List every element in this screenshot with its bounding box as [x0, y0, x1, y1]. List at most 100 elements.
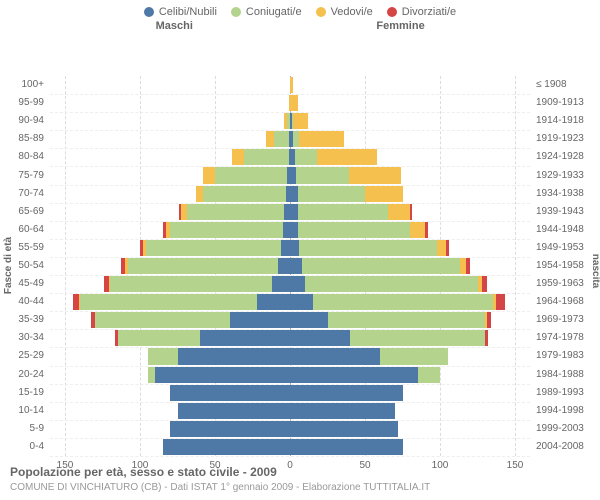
pyramid-row	[50, 149, 530, 165]
bar-segment	[148, 348, 178, 364]
age-label: 35-39	[18, 314, 44, 325]
legend-swatch	[231, 7, 241, 17]
bar-segment	[290, 330, 350, 346]
birth-year-label: 1954-1958	[536, 260, 584, 271]
bar-segment	[487, 312, 492, 328]
bar-segment	[178, 403, 291, 419]
male-header: Maschi	[156, 20, 193, 32]
legend-label: Divorziati/e	[402, 6, 456, 18]
bar-segment	[295, 149, 318, 165]
pyramid-row	[50, 294, 530, 310]
bar-segment	[496, 294, 505, 310]
bar-segment	[388, 204, 411, 220]
bar-segment	[290, 186, 298, 202]
bar-segment	[466, 258, 471, 274]
birth-year-label: 1969-1973	[536, 314, 584, 325]
age-label: 15-19	[18, 387, 44, 398]
legend-swatch	[316, 7, 326, 17]
bar-segment	[290, 439, 403, 455]
pyramid-row	[50, 421, 530, 437]
bar-segment	[266, 131, 274, 147]
bar-segment	[170, 421, 290, 437]
pyramid-row	[50, 113, 530, 129]
bar-segment	[290, 421, 398, 437]
x-tick-label: 100	[432, 460, 449, 471]
bar-segment	[482, 276, 487, 292]
bar-segment	[290, 385, 403, 401]
bar-segment	[290, 77, 293, 93]
age-label: 10-14	[18, 405, 44, 416]
bar-segment	[203, 167, 215, 183]
bar-segment	[155, 367, 290, 383]
bar-segment	[410, 222, 425, 238]
pyramid-row	[50, 439, 530, 455]
birth-year-label: 1994-1998	[536, 405, 584, 416]
bar-segment	[313, 294, 493, 310]
birth-year-label: 1964-1968	[536, 296, 584, 307]
pyramid-row	[50, 240, 530, 256]
bar-segment	[485, 330, 488, 346]
pyramid-row	[50, 330, 530, 346]
bar-segment	[230, 312, 290, 328]
bar-segment	[380, 348, 448, 364]
birth-year-label: 1924-1928	[536, 151, 584, 162]
pyramid-row	[50, 312, 530, 328]
bar-segment	[365, 186, 403, 202]
bar-segment	[290, 222, 298, 238]
bar-segment	[200, 330, 290, 346]
bar-segment	[317, 149, 377, 165]
bar-segment	[410, 204, 412, 220]
birth-year-label: 1949-1953	[536, 242, 584, 253]
bar-segment	[425, 222, 428, 238]
bar-segment	[349, 167, 402, 183]
bar-segment	[299, 131, 344, 147]
legend-item: Coniugati/e	[231, 6, 302, 18]
bar-segment	[418, 367, 441, 383]
bar-segment	[290, 403, 395, 419]
bar-segment	[293, 113, 308, 129]
birth-year-label: 1944-1948	[536, 224, 584, 235]
x-tick-label: 150	[507, 460, 524, 471]
legend-swatch	[387, 7, 397, 17]
birth-year-label: 1914-1918	[536, 115, 584, 126]
legend: Celibi/Nubili Coniugati/e Vedovi/e Divorzia…	[0, 0, 600, 20]
age-label: 25-29	[18, 350, 44, 361]
bar-segment	[110, 276, 272, 292]
birth-year-label: 1929-1933	[536, 170, 584, 181]
age-label: 45-49	[18, 278, 44, 289]
bar-segment	[298, 222, 411, 238]
legend-label: Celibi/Nubili	[159, 6, 217, 18]
bar-segment	[257, 294, 290, 310]
female-header: Femmine	[376, 20, 424, 32]
birth-year-axis-title: Anni di nascita	[590, 254, 600, 288]
pyramid-row	[50, 204, 530, 220]
age-label: 40-44	[18, 296, 44, 307]
bar-segment	[350, 330, 485, 346]
bar-segment	[290, 258, 302, 274]
age-label: 65-69	[18, 206, 44, 217]
age-label: 70-74	[18, 188, 44, 199]
pyramid-row	[50, 385, 530, 401]
legend-label: Vedovi/e	[331, 6, 373, 18]
age-label: 75-79	[18, 170, 44, 181]
bar-segment	[298, 186, 366, 202]
bar-segment	[163, 439, 291, 455]
bar-segment	[299, 240, 437, 256]
bar-segment	[290, 312, 328, 328]
age-label: 0-4	[30, 441, 44, 452]
bar-segment	[290, 240, 299, 256]
bar-segment	[146, 240, 281, 256]
gender-headers: Maschi Femmine	[0, 20, 600, 36]
pyramid-row	[50, 167, 530, 183]
age-label: 90-94	[18, 115, 44, 126]
bar-segment	[196, 186, 204, 202]
bar-segment	[305, 276, 478, 292]
bar-segment	[290, 204, 298, 220]
age-label: 80-84	[18, 151, 44, 162]
birth-year-label: 1989-1993	[536, 387, 584, 398]
plot-area	[50, 76, 530, 456]
birth-year-label: ≤ 1908	[536, 79, 567, 90]
bar-segment	[215, 167, 287, 183]
legend-item: Vedovi/e	[316, 6, 373, 18]
pyramid-row	[50, 367, 530, 383]
